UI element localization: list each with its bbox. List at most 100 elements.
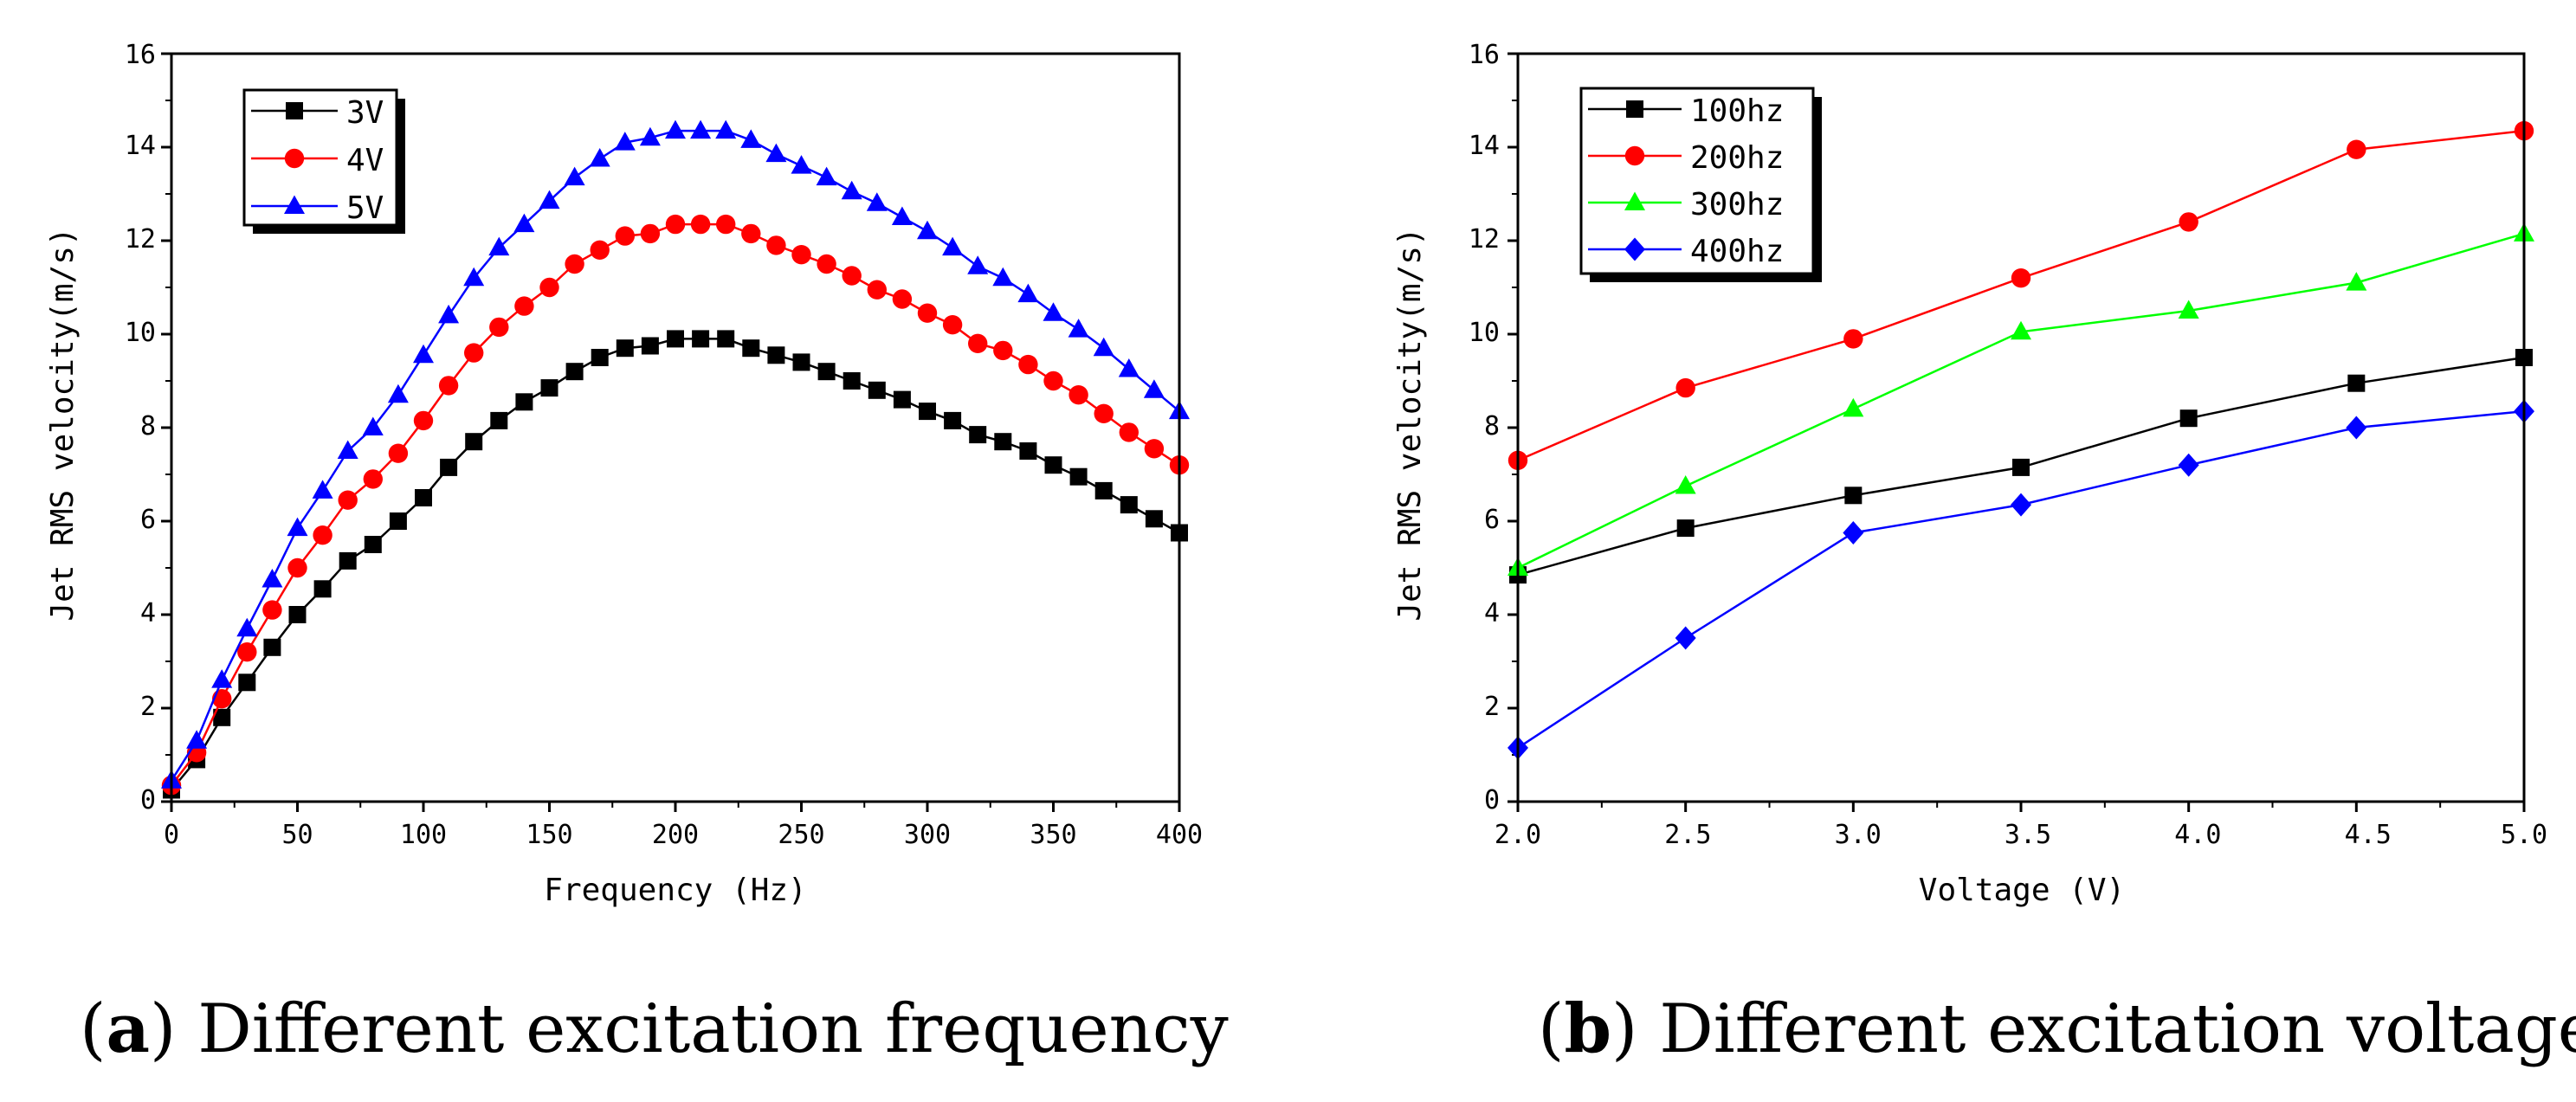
chart-a-data-point (639, 126, 661, 146)
chart-b-ytick-label: 10 (1469, 318, 1500, 348)
chart-a-data-point (1094, 481, 1113, 499)
chart-a-data-point (791, 245, 811, 265)
chart-a-data-point (1019, 442, 1037, 460)
chart-a-data-point (238, 673, 256, 692)
chart-b-data-point (2011, 268, 2031, 288)
chart-a-xtick-label: 50 (281, 820, 313, 850)
chart-a-data-point (565, 363, 584, 381)
chart-a-series (161, 119, 1190, 799)
chart-a-data-point (891, 206, 913, 225)
chart-a-data-point (615, 226, 635, 246)
chart-a-series-5V (161, 119, 1190, 789)
chart-a-xtick-label: 150 (526, 820, 572, 850)
chart-a-x-axis-label: Frequency (Hz) (544, 873, 806, 908)
chart-a-data-point (742, 339, 760, 358)
chart-a-data-point (640, 223, 661, 244)
chart-a-ytick-label: 2 (140, 692, 156, 722)
chart-a-xtick-label: 0 (164, 820, 179, 850)
chart-a-data-point (717, 330, 735, 348)
chart-a-data-point (614, 132, 636, 151)
chart-a-data-point (893, 390, 911, 409)
chart-b-plot-frame (1516, 52, 2526, 803)
caption-b-text: Different excitation voltage (1659, 990, 2576, 1068)
chart-b-xtick-label: 5.0 (2501, 820, 2547, 850)
chart-a-data-point (967, 255, 989, 274)
chart-b-data-point (2347, 374, 2366, 392)
chart-b-data-point (2179, 409, 2198, 428)
chart-a-data-point (767, 346, 785, 364)
chart-a-ytick-label: 16 (125, 40, 156, 70)
chart-a-legend: 3V 4V 5V (242, 88, 405, 234)
chart-a-series-4V (161, 214, 1190, 796)
chart-a-data-point (565, 254, 584, 274)
chart-a-data-point (287, 557, 307, 578)
chart-a-data-point (237, 642, 257, 662)
chart-a-xtick-label: 300 (904, 820, 951, 850)
chart-a-legend-marker (284, 148, 305, 169)
chart-a-data-point (994, 433, 1012, 451)
chart-b-data-point (2346, 416, 2367, 440)
chart-a-data-point (464, 343, 484, 363)
chart-b-data-point (1675, 377, 1695, 398)
chart-b-data-point (2011, 493, 2031, 517)
caption-a-letter: a (106, 989, 150, 1068)
chart-a-data-point (515, 393, 533, 411)
chart-b-data-point (2178, 300, 2199, 319)
chart-a-data-point (339, 551, 357, 570)
chart-a-tick-marks (161, 52, 1181, 812)
chart-a-data-point (263, 638, 281, 656)
chart-b-series-100hz (1509, 349, 2533, 584)
chart-a-data-point (1043, 371, 1063, 391)
chart-a-data-point (969, 426, 987, 444)
chart-a-data-point (261, 569, 283, 588)
chart-a-data-point (413, 344, 434, 364)
chart-a-data-point (389, 512, 407, 530)
chart-a-data-point (1144, 439, 1165, 459)
chart-a-plot-frame (170, 52, 1181, 803)
chart-a-data-point (387, 383, 409, 403)
chart-a-data-point (1119, 422, 1140, 442)
chart-b-data-point (1843, 521, 1864, 545)
chart-b-legend: 100hz 200hz 300hz 400hz (1579, 87, 1822, 282)
chart-b-legend-marker (1624, 191, 1645, 210)
chart-a-ytick-label: 8 (140, 411, 156, 441)
chart-a-data-point (766, 235, 786, 255)
chart-a-data-point (993, 340, 1013, 361)
chart-a-data-point (415, 489, 432, 506)
chart-b-series-400hz (1508, 399, 2534, 760)
chart-a-data-point (942, 315, 963, 335)
chart-a-data-point (665, 119, 686, 139)
chart-a-data-point (868, 381, 886, 399)
chart-b-xtick-label: 2.0 (1495, 820, 1541, 850)
chart-b-legend-marker (1626, 100, 1643, 118)
chart-b-ytick-label: 4 (1484, 598, 1500, 628)
chart-b-data-point (1844, 487, 1863, 505)
chart-a-data-point (463, 267, 485, 287)
chart-a-y-axis-label: Jet RMS velocity(m/s) (45, 227, 81, 621)
chart-a-data-point (1143, 379, 1165, 398)
chart-a-data-point (388, 443, 409, 463)
chart-a-legend-marker (284, 195, 305, 214)
chart-b-ytick-label: 14 (1469, 131, 1500, 161)
chart-a-series-line (171, 222, 1180, 786)
chart-a-data-point (564, 166, 585, 186)
chart-a-data-point (817, 254, 836, 274)
chart-b-xtick-label: 4.0 (2174, 820, 2221, 850)
chart-a-data-point (413, 410, 434, 431)
chart-b-ytick-label: 8 (1484, 411, 1500, 441)
chart-a-data-point (489, 317, 509, 338)
chart-a-xtick-labels: 0 50 100 150 200 250 300 350 400 (164, 820, 1203, 850)
chart-a-data-point (765, 143, 787, 163)
chart-b-data-point (1676, 519, 1695, 538)
chart-a-data-point (364, 536, 382, 553)
chart-b-legend-box (1579, 87, 1815, 275)
chart-a-data-point (211, 669, 233, 688)
chart-b-xtick-label: 3.0 (1835, 820, 1882, 850)
chart-a-data-point (213, 708, 231, 726)
chart-a-data-point (816, 166, 837, 186)
chart-a-data-point (667, 330, 684, 348)
chart-a-data-point (287, 517, 308, 537)
chart-a-data-point (514, 296, 534, 316)
chart-b: 2.0 2.5 3.0 3.5 4.0 4.5 5.0 0 2 4 6 8 10… (1392, 40, 2547, 908)
